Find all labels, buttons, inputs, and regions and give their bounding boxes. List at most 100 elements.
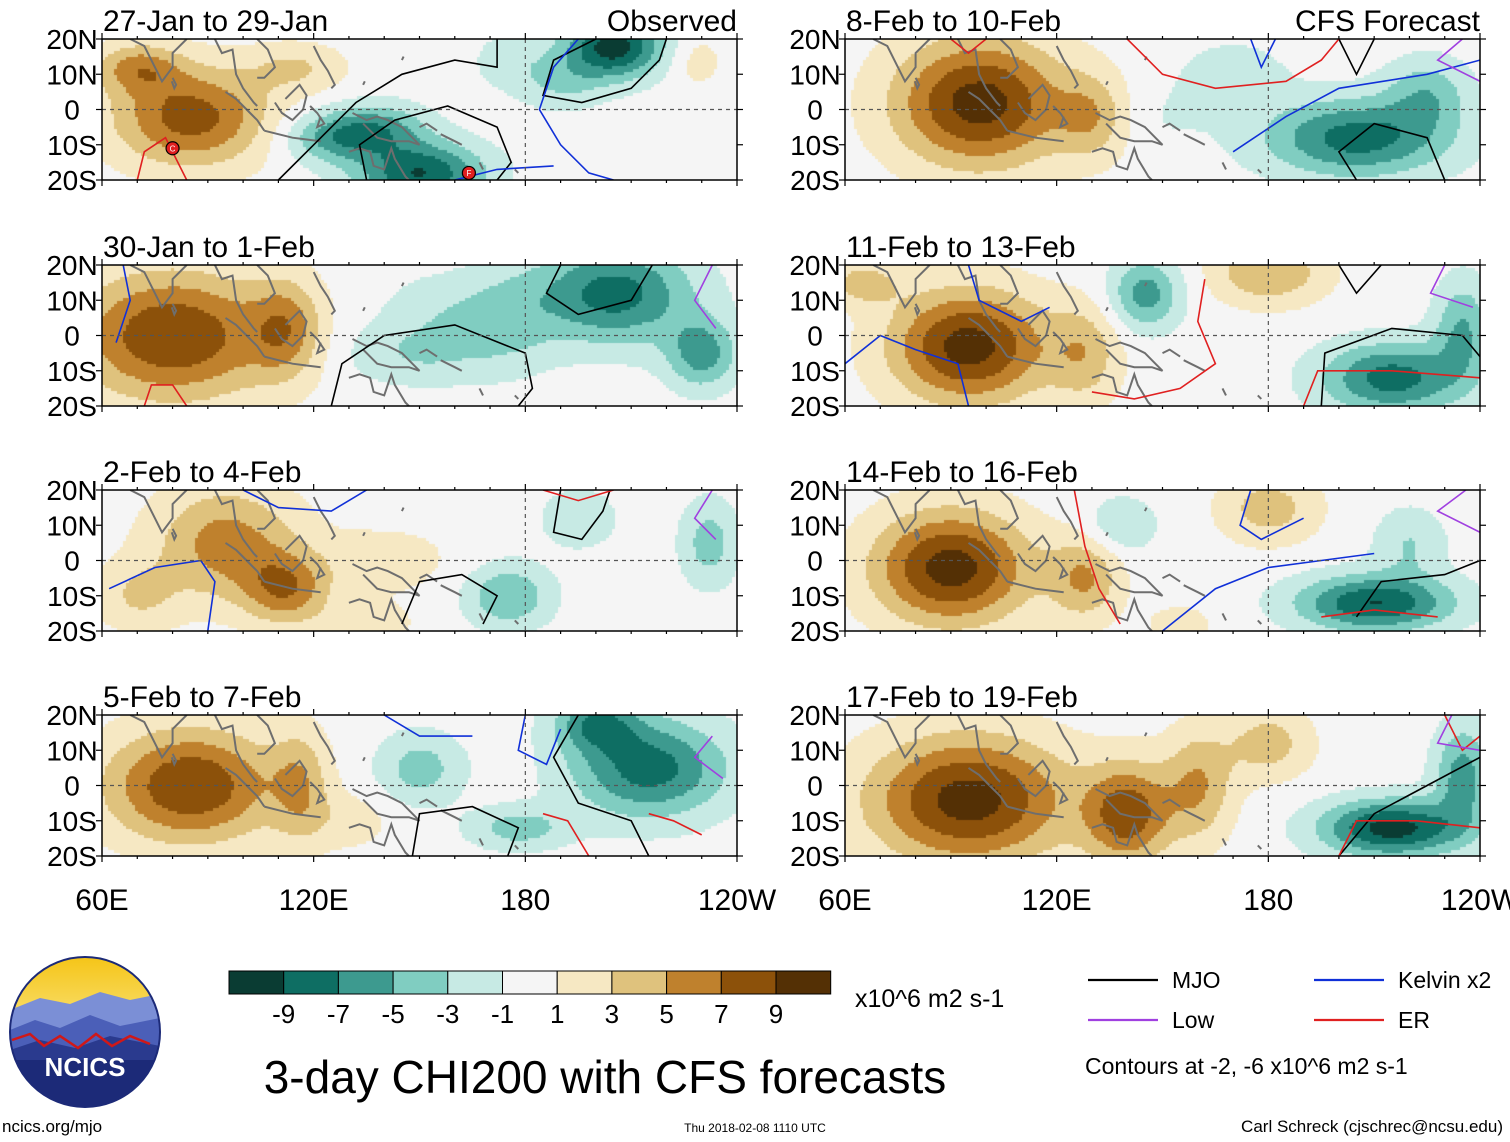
contour-line xyxy=(411,805,520,856)
contour-line xyxy=(1436,490,1480,534)
contour-line xyxy=(552,490,611,541)
y-tick-label: 0 xyxy=(807,771,823,802)
y-tick-label: 20S xyxy=(790,165,840,196)
y-tick-label: 20S xyxy=(47,841,97,872)
y-tick-label: 10N xyxy=(789,735,840,766)
tc-marker-label: C xyxy=(170,144,176,153)
coastline xyxy=(352,788,421,822)
y-tick-label: 0 xyxy=(64,321,80,352)
contour-line xyxy=(648,812,703,836)
coastline xyxy=(1052,331,1069,356)
coastline xyxy=(999,39,1020,79)
legend-label: ER xyxy=(1398,1007,1430,1033)
y-tick-label: 10S xyxy=(47,806,97,837)
coastline xyxy=(401,507,405,512)
coastline xyxy=(1183,359,1206,372)
coastline xyxy=(129,490,188,535)
y-tick-label: 10S xyxy=(47,356,97,387)
contour-line xyxy=(541,39,668,104)
coastline xyxy=(401,282,405,287)
contour-line xyxy=(115,265,132,343)
contour-line xyxy=(1443,715,1480,752)
coastline xyxy=(957,490,1001,558)
y-tick-label: 10N xyxy=(789,510,840,541)
colorbar-tick-label: 9 xyxy=(769,999,783,1029)
y-tick-label: 10N xyxy=(46,735,97,766)
coastline xyxy=(401,732,405,737)
coastline xyxy=(872,490,931,535)
y-tick-label: 10N xyxy=(46,59,97,90)
coastline xyxy=(1144,507,1148,512)
coastline xyxy=(419,122,438,132)
contour-line xyxy=(401,573,499,625)
x-tick-label: 60E xyxy=(818,884,871,917)
coastline xyxy=(1091,145,1153,180)
panel-grid: C F 20N 10N 0 10S 20S 27-Jan to 29-Jan Observed 2… xyxy=(46,5,1486,872)
map-panel: C F 20N 10N 0 10S 20S 27-Jan to 29-Jan Observed xyxy=(46,5,743,196)
contour-line xyxy=(1436,39,1480,83)
panel-date-label: 2-Feb to 4-Feb xyxy=(103,456,301,489)
coastline xyxy=(419,348,438,358)
contour-line xyxy=(950,39,987,55)
coastline xyxy=(1162,798,1181,808)
colorbar-swatch xyxy=(720,970,777,995)
contour-line xyxy=(1338,39,1375,77)
y-tick-label: 0 xyxy=(807,321,823,352)
contour-line xyxy=(136,136,188,180)
colorbar-swatch xyxy=(775,970,832,995)
x-axis-tick-labels: 60E 120E 180 120W 60E 120E 180 120W xyxy=(75,884,1510,917)
contour-line xyxy=(242,490,368,512)
coastline xyxy=(1007,580,1064,594)
y-tick-label: 20S xyxy=(790,391,840,422)
panel-date-label: 5-Feb to 7-Feb xyxy=(103,681,301,714)
colorbar-tick-label: 5 xyxy=(659,999,673,1029)
coastline xyxy=(1105,756,1109,762)
coastline xyxy=(312,496,337,541)
coastline xyxy=(913,528,921,542)
coastline xyxy=(362,531,366,537)
coastline xyxy=(514,394,520,400)
coastline xyxy=(309,781,326,806)
coastline xyxy=(129,715,188,760)
coastline xyxy=(1052,781,1069,806)
legend-label: Low xyxy=(1172,1007,1215,1033)
panel-date-label: 17-Feb to 19-Feb xyxy=(846,681,1078,714)
y-tick-label: 20N xyxy=(789,250,840,281)
panel-date-label: 11-Feb to 13-Feb xyxy=(846,231,1076,264)
coastline xyxy=(1221,612,1227,621)
colorbar-swatch xyxy=(447,970,503,995)
coastline xyxy=(1055,721,1080,766)
colorbar: -9 -7 -5 -3 -1 1 3 5 7 9 x10^6 m2 s-1 xyxy=(228,970,1004,1029)
logo-text: NCICS xyxy=(45,1052,126,1082)
coastline xyxy=(514,844,520,850)
colorbar-tick-label: 7 xyxy=(714,999,728,1029)
contour-line xyxy=(1337,122,1446,180)
figure-title: 3-day CHI200 with CFS forecasts xyxy=(264,1051,947,1103)
contour-line xyxy=(1338,756,1480,856)
contour-line xyxy=(277,39,498,180)
coastline xyxy=(256,715,277,755)
y-tick-label: 10S xyxy=(47,581,97,612)
panel-date-label: 14-Feb to 16-Feb xyxy=(846,456,1078,489)
map-panel: 20N 10N 0 10S 20S 30-Jan to 1-Feb xyxy=(46,231,743,422)
coastline xyxy=(478,612,484,621)
contour-line xyxy=(517,715,562,766)
coastline xyxy=(1007,355,1064,369)
contour-line xyxy=(542,812,590,856)
contour-line xyxy=(1302,370,1480,406)
coastline xyxy=(348,145,410,180)
website-link[interactable]: ncics.org/mjo xyxy=(2,1117,102,1136)
coastline xyxy=(1162,348,1181,358)
coastline xyxy=(348,821,410,856)
contour-line xyxy=(1355,559,1480,618)
contour-line xyxy=(1249,39,1277,70)
coastline xyxy=(1257,168,1263,174)
contour-line xyxy=(383,715,473,737)
y-tick-label: 20S xyxy=(47,616,97,647)
map-panel: 20N 10N 0 10S 20S 8-Feb to 10-Feb CFS Forecast xyxy=(789,5,1486,196)
coastline xyxy=(309,331,326,356)
contour-note: Contours at -2, -6 x10^6 m2 s-1 xyxy=(1085,1053,1408,1079)
coastline xyxy=(1105,306,1109,312)
coastline xyxy=(1105,80,1109,86)
